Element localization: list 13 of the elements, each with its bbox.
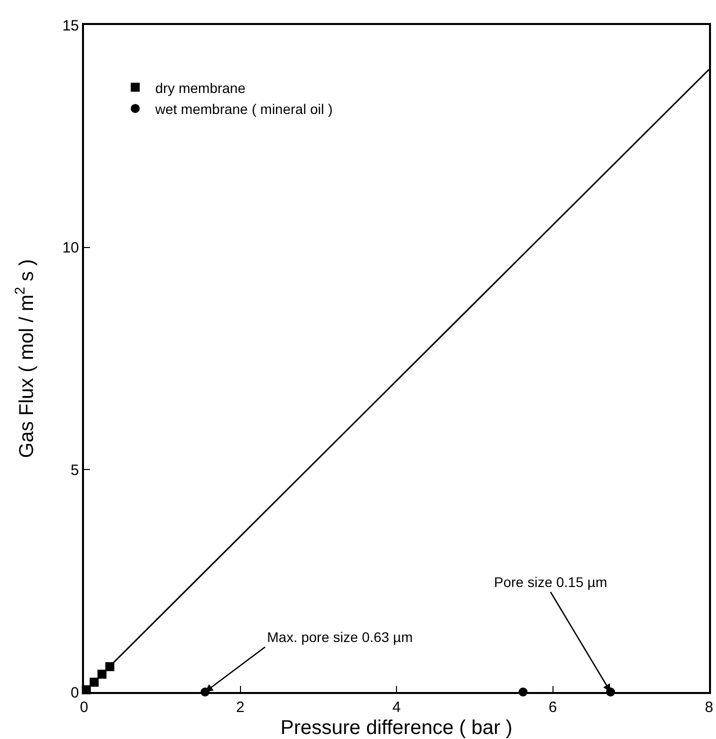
annotation: Pore size 0.15 µm [494, 574, 608, 590]
x-tick-label: 6 [548, 699, 557, 716]
legend-label: dry membrane [155, 80, 246, 96]
legend-label: wet membrane ( mineral oil ) [154, 100, 333, 117]
annotation: Max. pore size 0.63 µm [267, 629, 413, 645]
y-tick-label: 10 [62, 240, 79, 257]
x-tick-label: 2 [236, 699, 244, 716]
x-axis-title: Pressure difference ( bar ) [280, 717, 512, 739]
y-tick-label: 5 [70, 462, 79, 479]
x-tick-label: 4 [392, 699, 401, 716]
y-tick-label: 15 [62, 17, 79, 34]
x-tick-label: 8 [704, 699, 714, 716]
y-tick-label: 0 [70, 684, 79, 702]
